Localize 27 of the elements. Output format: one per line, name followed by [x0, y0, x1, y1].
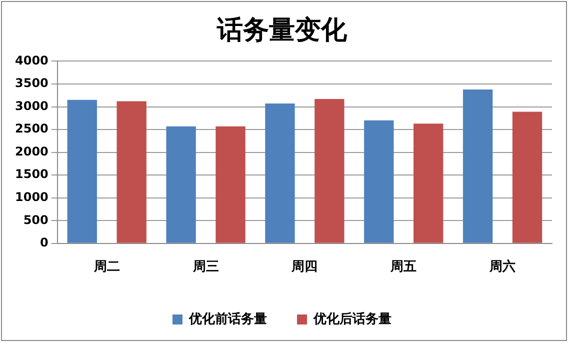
bar [116, 101, 146, 243]
y-tick-label: 4000 [14, 53, 48, 68]
x-tick-label: 周三 [192, 260, 219, 275]
bar [512, 112, 542, 243]
bar [67, 100, 97, 243]
legend-label: 优化后话务量 [312, 310, 392, 327]
y-tick-label: 2000 [14, 144, 48, 158]
y-tick-label: 1500 [14, 167, 48, 182]
bar [265, 104, 295, 243]
y-tick-label: 2500 [14, 122, 48, 136]
x-tick-label: 周二 [92, 260, 120, 275]
y-tick-label: 3000 [14, 98, 48, 113]
x-tick-label: 周四 [290, 260, 318, 275]
y-tick-label: 3500 [14, 76, 48, 90]
y-tick-label: 0 [40, 236, 48, 250]
legend-label: 优化前话务量 [188, 310, 267, 327]
bar [462, 89, 493, 243]
bar [414, 124, 444, 243]
bar [166, 126, 196, 243]
bar [216, 126, 246, 243]
y-tick-label: 500 [23, 212, 48, 227]
chart-title: 话务量变化 [216, 15, 348, 46]
x-tick-label: 周五 [390, 260, 417, 275]
y-tick-label: 1000 [14, 190, 48, 204]
x-tick-label: 周六 [488, 258, 516, 275]
bar [314, 99, 344, 243]
bar [364, 120, 394, 243]
